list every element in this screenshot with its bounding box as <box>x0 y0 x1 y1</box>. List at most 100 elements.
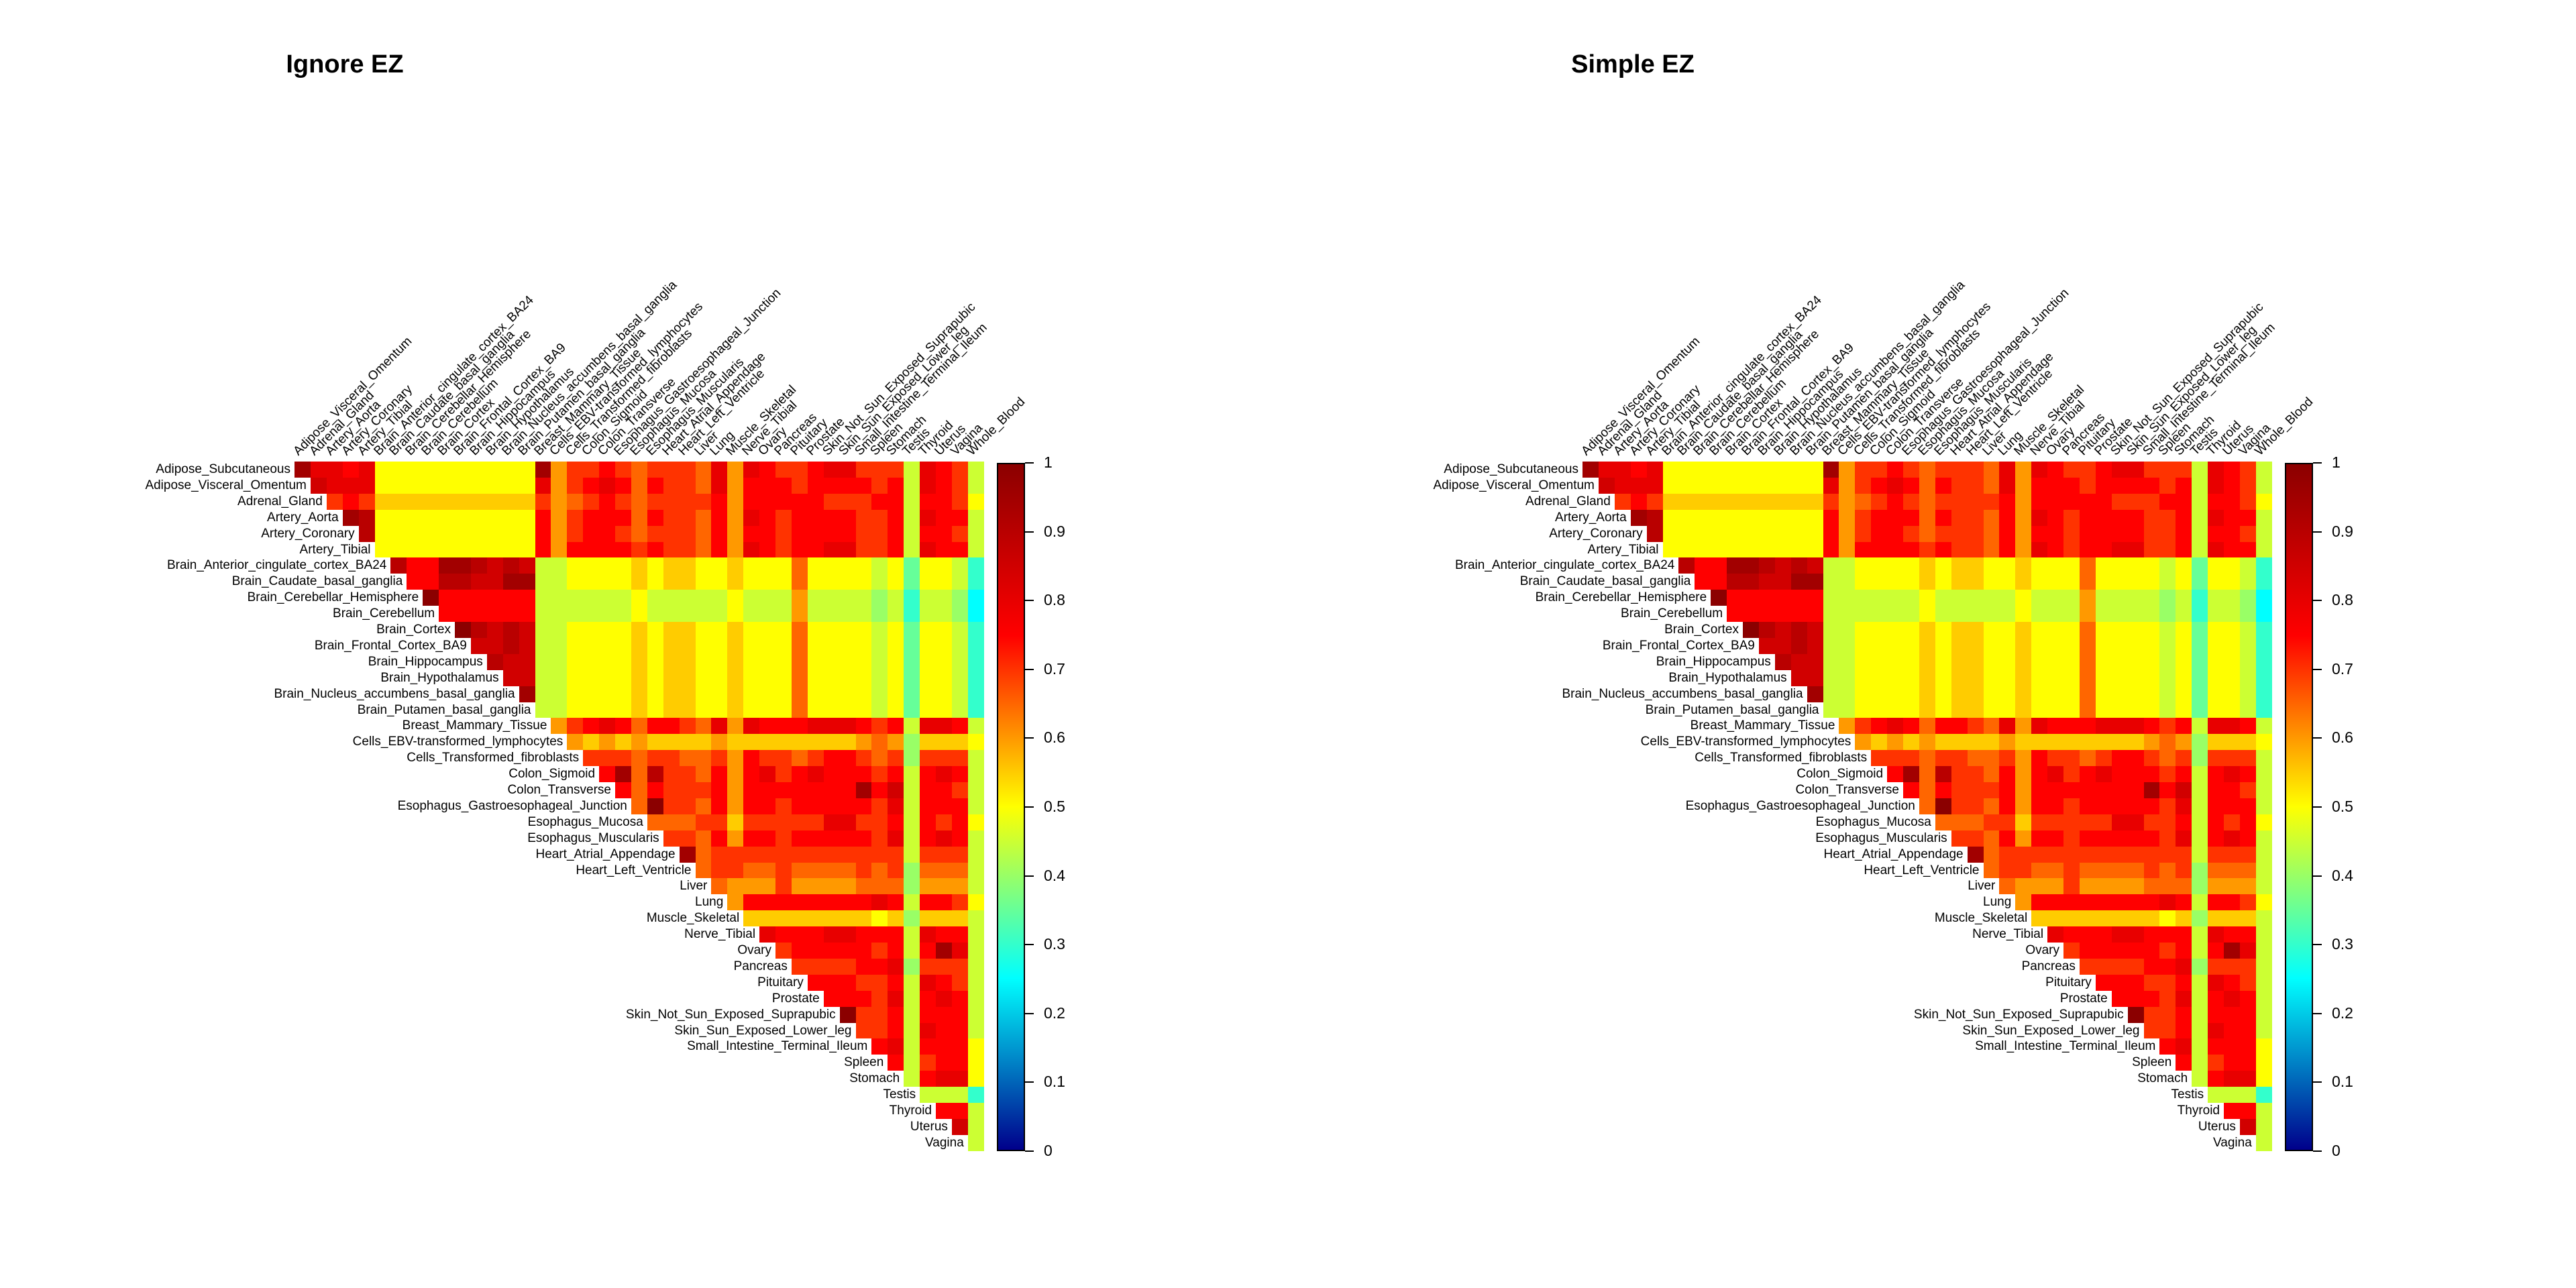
heatmap-cell <box>663 830 680 847</box>
heatmap-cell <box>1935 494 1951 510</box>
heatmap-cell <box>2144 638 2159 654</box>
heatmap-cell <box>519 557 535 574</box>
heatmap-cell <box>1935 542 1951 557</box>
colorbar-tick <box>2313 462 2322 464</box>
heatmap-cell <box>1951 686 1968 702</box>
heatmap-cell <box>2144 606 2159 622</box>
heatmap-cell <box>968 1087 984 1103</box>
row-label: Brain_Putamen_basal_ganglia <box>1645 702 1819 717</box>
heatmap-cell <box>2240 766 2256 782</box>
colorbar-tick <box>1025 531 1034 533</box>
colorbar-tick-label: 0.8 <box>1044 591 1065 608</box>
heatmap-cell <box>455 574 471 590</box>
heatmap-cell <box>2063 462 2080 478</box>
heatmap-cell <box>2096 510 2112 526</box>
heatmap-cell <box>1968 510 1984 526</box>
heatmap-cell <box>824 830 840 847</box>
heatmap-cell <box>1935 574 1951 590</box>
heatmap-cell <box>2144 654 2159 670</box>
heatmap-cell <box>439 574 455 590</box>
heatmap-cell <box>727 542 743 557</box>
heatmap-cell <box>2224 590 2240 606</box>
heatmap-cell <box>2224 1071 2240 1087</box>
heatmap-cell <box>1984 830 1999 847</box>
heatmap-cell <box>2224 1007 2240 1023</box>
heatmap-cell <box>680 542 696 557</box>
heatmap-cell <box>759 894 775 910</box>
heatmap-cell <box>824 782 840 798</box>
heatmap-cell <box>1999 670 2015 686</box>
heatmap-cell <box>2208 494 2224 510</box>
heatmap-cell <box>519 526 535 542</box>
heatmap-cell <box>2256 878 2272 894</box>
heatmap-cell <box>711 462 727 478</box>
heatmap-cell <box>1695 478 1711 494</box>
heatmap-cell <box>936 557 952 574</box>
heatmap-cell <box>551 606 567 622</box>
heatmap-cell <box>824 847 840 863</box>
heatmap-cell <box>2176 654 2192 670</box>
heatmap-cell <box>2096 975 2112 991</box>
heatmap-cell <box>1887 494 1903 510</box>
heatmap-cell <box>2063 814 2080 830</box>
heatmap-cell <box>936 638 952 654</box>
heatmap-cell <box>2192 718 2208 734</box>
heatmap-cell <box>1759 494 1775 510</box>
heatmap-cell <box>824 959 840 975</box>
heatmap-cell <box>359 462 375 478</box>
heatmap-cell <box>888 462 904 478</box>
heatmap-cell <box>968 654 984 670</box>
heatmap-cell <box>1791 574 1807 590</box>
heatmap-cell <box>840 814 856 830</box>
heatmap-cell <box>727 814 743 830</box>
heatmap-cell <box>2224 814 2240 830</box>
heatmap-cell <box>696 526 711 542</box>
heatmap-cell <box>1903 750 1919 766</box>
heatmap-cell <box>2159 734 2176 750</box>
heatmap-cell <box>647 526 663 542</box>
heatmap-cell <box>1647 526 1663 542</box>
heatmap-cell <box>663 590 680 606</box>
heatmap-cell <box>1743 478 1759 494</box>
heatmap-cell <box>2063 766 2080 782</box>
heatmap-cell <box>792 702 808 718</box>
heatmap-cell <box>2112 750 2128 766</box>
heatmap-cell <box>1791 526 1807 542</box>
heatmap-cell <box>407 526 423 542</box>
heatmap-cell <box>904 1023 920 1038</box>
heatmap-cell <box>2240 1055 2256 1071</box>
heatmap-cell <box>2159 766 2176 782</box>
heatmap-cell <box>2080 878 2096 894</box>
heatmap-cell <box>792 574 808 590</box>
heatmap-cell <box>968 718 984 734</box>
heatmap-cell <box>1999 878 2015 894</box>
heatmap-cell <box>471 622 487 638</box>
heatmap-cell <box>840 702 856 718</box>
heatmap-cell <box>1999 863 2015 878</box>
heatmap-cell <box>2112 926 2128 943</box>
heatmap-cell <box>1678 478 1695 494</box>
heatmap-cell <box>615 542 631 557</box>
heatmap-cell <box>1695 494 1711 510</box>
heatmap-cell <box>2047 782 2063 798</box>
heatmap-cell <box>359 510 375 526</box>
heatmap-cell <box>1839 526 1855 542</box>
heatmap-cell <box>1919 478 1935 494</box>
heatmap-cell <box>551 462 567 478</box>
heatmap-cell <box>615 557 631 574</box>
heatmap-cell <box>2031 638 2047 654</box>
heatmap-cell <box>1903 670 1919 686</box>
heatmap-cell <box>2144 734 2159 750</box>
heatmap-cell <box>647 654 663 670</box>
heatmap-cell <box>2176 557 2192 574</box>
heatmap-cell <box>920 654 936 670</box>
heatmap-cell <box>696 462 711 478</box>
heatmap-cell <box>2240 847 2256 863</box>
heatmap-cell <box>583 750 599 766</box>
heatmap-cell <box>856 606 871 622</box>
heatmap-cell <box>2192 526 2208 542</box>
heatmap-cell <box>2159 494 2176 510</box>
heatmap-cell <box>1984 510 1999 526</box>
heatmap-cell <box>1919 606 1935 622</box>
heatmap-cell <box>375 510 390 526</box>
